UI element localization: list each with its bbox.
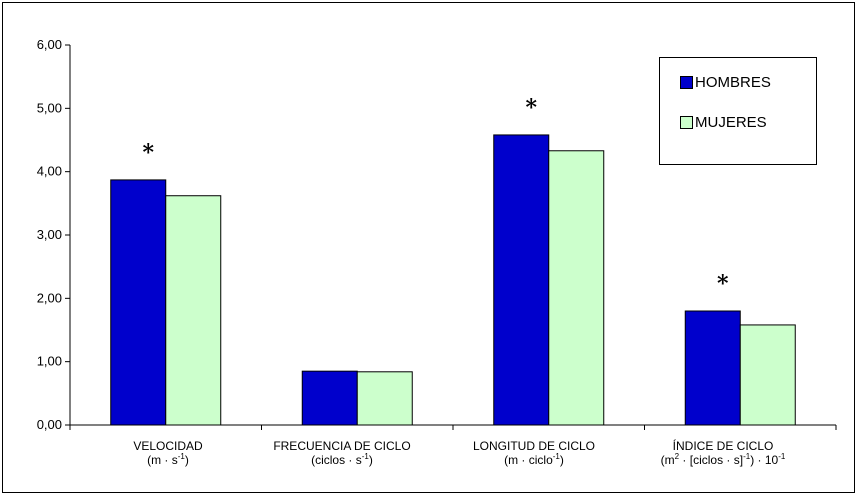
category-name: VELOCIDAD	[133, 439, 203, 453]
y-tick-label: 2,00	[37, 290, 62, 305]
legend-swatch-hombres	[680, 75, 693, 89]
y-tick-label: 5,00	[37, 100, 62, 115]
significance-marker: *	[525, 95, 537, 121]
bar-mujeres	[356, 371, 413, 426]
category-label-velocidad: VELOCIDAD (m · s-1)	[93, 439, 243, 467]
bar-hombres	[110, 179, 167, 426]
category-name: LONGITUD DE CICLO	[472, 439, 595, 453]
category-name: FRECUENCIA DE CICLO	[273, 439, 411, 453]
legend-item-mujeres: MUJERES	[680, 112, 767, 132]
significance-marker: *	[717, 271, 729, 297]
category-label-frecuencia: FRECUENCIA DE CICLO (ciclos · s-1)	[257, 439, 427, 467]
bar-mujeres	[739, 324, 796, 426]
y-tick-label: 4,00	[37, 164, 62, 179]
legend-item-hombres: HOMBRES	[680, 72, 771, 92]
legend-label-mujeres: MUJERES	[695, 113, 767, 131]
bar-hombres	[301, 370, 358, 426]
y-tick-label: 6,00	[37, 37, 62, 52]
legend-swatch-mujeres	[680, 115, 693, 129]
category-unit: (m2 · [ciclos · s]-1) · 10-1	[660, 452, 786, 468]
category-label-longitud: LONGITUD DE CICLO (m · ciclo-1)	[459, 439, 609, 467]
y-tick-label: 0,00	[37, 417, 62, 432]
bar-mujeres	[548, 150, 605, 426]
category-unit: (m · s-1)	[147, 452, 189, 468]
category-label-indice: ÍNDICE DE CICLO (m2 · [ciclos · s]-1) · …	[638, 439, 808, 467]
legend: HOMBRES MUJERES	[659, 57, 817, 165]
y-tick-label: 3,00	[37, 227, 62, 242]
bar-mujeres	[165, 195, 222, 426]
legend-label-hombres: HOMBRES	[695, 73, 771, 91]
category-unit: (m · ciclo-1)	[504, 452, 564, 468]
bar-hombres	[684, 310, 741, 426]
bar-hombres	[493, 134, 550, 426]
category-name: ÍNDICE DE CICLO	[672, 439, 774, 453]
category-unit: (ciclos · s-1)	[311, 452, 373, 468]
y-tick-label: 1,00	[37, 354, 62, 369]
significance-marker: *	[142, 140, 154, 166]
